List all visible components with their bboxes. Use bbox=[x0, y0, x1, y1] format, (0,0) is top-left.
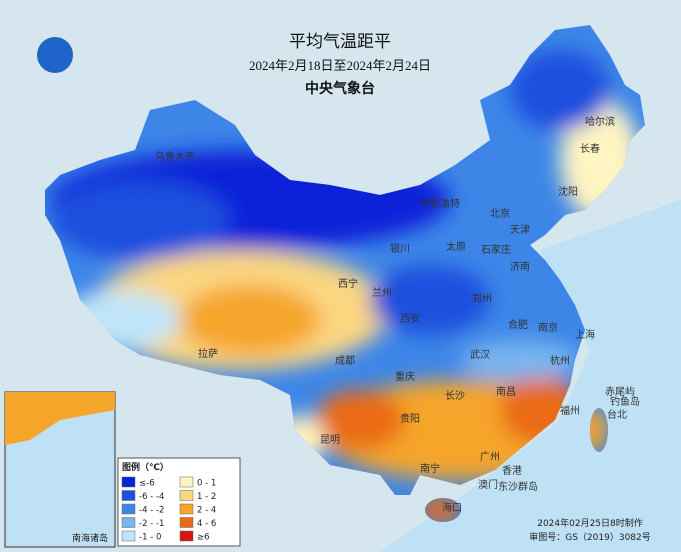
city: 海口 bbox=[442, 501, 462, 514]
legend-label: -6 - -4 bbox=[139, 492, 164, 502]
legend-frame bbox=[117, 457, 241, 547]
legend-swatch bbox=[179, 503, 194, 515]
city: 兰州 bbox=[372, 286, 392, 299]
city: 台北 bbox=[607, 408, 627, 421]
legend-swatch bbox=[121, 476, 136, 488]
agency: 中央气象台 bbox=[305, 80, 375, 97]
city: 西宁 bbox=[338, 277, 358, 290]
legend-title: 图例（℃） bbox=[122, 461, 169, 473]
title: 平均气温距平 bbox=[289, 32, 391, 52]
sea bbox=[380, 200, 681, 552]
city: 银川 bbox=[390, 242, 410, 255]
legend-swatch bbox=[121, 503, 136, 515]
city: 澳门 bbox=[478, 478, 498, 491]
city: 天津 bbox=[510, 224, 530, 236]
legend-label: 4 - 6 bbox=[197, 519, 216, 529]
legend-label: 2 - 4 bbox=[197, 506, 216, 516]
city: 西安 bbox=[400, 312, 420, 325]
legend-label: 0 - 1 bbox=[197, 479, 216, 489]
legend-label: 1 - 2 bbox=[197, 492, 216, 502]
city: 太原 bbox=[446, 240, 466, 253]
logo bbox=[37, 37, 73, 73]
city: 长春 bbox=[580, 143, 600, 155]
city: 沈阳 bbox=[558, 185, 578, 198]
legend-swatch bbox=[179, 530, 194, 542]
city: 广州 bbox=[480, 451, 500, 463]
legend-swatch bbox=[179, 476, 194, 488]
legend-label: ≤-6 bbox=[139, 479, 155, 489]
city: 南昌 bbox=[496, 385, 516, 398]
legend-swatch bbox=[121, 490, 136, 501]
legend-swatch bbox=[179, 517, 194, 528]
inset: 南海诸岛 bbox=[4, 391, 116, 548]
city-labels: 哈尔滨 长春 沈阳 呼和浩特 北京 天津 石家庄 太原 银川 济南 西宁 兰州 … bbox=[155, 115, 640, 514]
city: 上海 bbox=[575, 328, 595, 341]
city: 杭州 bbox=[550, 354, 570, 367]
city: 成都 bbox=[335, 355, 355, 367]
city: 北京 bbox=[490, 207, 510, 220]
legend-swatch bbox=[121, 530, 136, 542]
city: 哈尔滨 bbox=[585, 115, 615, 128]
city: 石家庄 bbox=[481, 243, 511, 256]
legend: 图例（℃） ≤-6 0 - 1 -6 - -4 1 - 2 -4 - -2 2 - 4 -2… bbox=[117, 457, 241, 547]
legend-label: -4 - -2 bbox=[139, 506, 164, 516]
city: 钓鱼岛 bbox=[610, 395, 640, 408]
city: 南京 bbox=[538, 321, 558, 334]
legend-label: -1 - 0 bbox=[139, 533, 161, 543]
city: 拉萨 bbox=[198, 347, 218, 360]
legend-swatch bbox=[121, 517, 136, 528]
city: 呼和浩特 bbox=[420, 198, 460, 210]
city: 贵阳 bbox=[400, 412, 420, 425]
city: 武汉 bbox=[470, 348, 490, 361]
city: 长沙 bbox=[445, 390, 465, 402]
city: 南宁 bbox=[420, 462, 440, 475]
footer-review: 审图号：GS（2019）3082号 bbox=[529, 531, 651, 543]
legend-label: ≥6 bbox=[197, 533, 210, 543]
city: 昆明 bbox=[320, 434, 340, 446]
footer-made: 2024年02月25日8时制作 bbox=[537, 517, 643, 529]
city: 合肥 bbox=[508, 318, 528, 331]
legend-label: -2 - -1 bbox=[139, 519, 164, 529]
subtitle: 2024年2月18日至2024年2月24日 bbox=[249, 58, 431, 73]
city: 东沙群岛 bbox=[498, 480, 538, 493]
city: 赤尾屿 bbox=[605, 386, 635, 398]
city: 重庆 bbox=[395, 370, 415, 383]
legend-swatch bbox=[179, 490, 194, 501]
city: 郑州 bbox=[472, 292, 492, 305]
city: 福州 bbox=[560, 404, 580, 417]
city: 香港 bbox=[502, 465, 522, 477]
inset-label: 南海诸岛 bbox=[72, 532, 108, 544]
inset-land bbox=[5, 392, 115, 445]
city: 济南 bbox=[510, 260, 530, 273]
city: 乌鲁木齐 bbox=[155, 150, 195, 163]
